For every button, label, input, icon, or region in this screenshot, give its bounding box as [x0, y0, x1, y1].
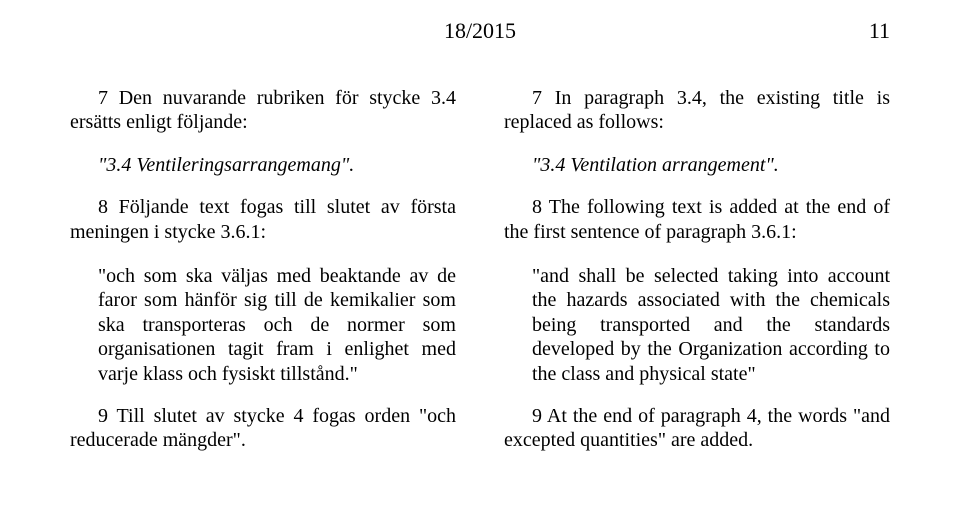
left-para-3: 8 Följande text fogas till slutet av för…: [70, 195, 456, 244]
right-para-2: "3.4 Ventilation arrangement".: [504, 153, 890, 177]
right-para-5: 9 At the end of paragraph 4, the words "…: [504, 404, 890, 453]
right-para-3: 8 The following text is added at the end…: [504, 195, 890, 244]
document-page: 18/2015 11 7 Den nuvarande rubriken för …: [0, 0, 960, 515]
left-para-4-quote: "och som ska väljas med beaktande av de …: [98, 264, 456, 386]
two-column-layout: 7 Den nuvarande rubriken för stycke 3.4 …: [70, 86, 890, 471]
right-para-1: 7 In paragraph 3.4, the existing title i…: [504, 86, 890, 135]
right-column: 7 In paragraph 3.4, the existing title i…: [504, 86, 890, 471]
right-para-4-quote: "and shall be selected taking into accou…: [532, 264, 890, 386]
left-para-2: "3.4 Ventileringsarrangemang".: [70, 153, 456, 177]
issue-number: 18/2015: [70, 18, 890, 44]
left-column: 7 Den nuvarande rubriken för stycke 3.4 …: [70, 86, 456, 471]
left-para-1: 7 Den nuvarande rubriken för stycke 3.4 …: [70, 86, 456, 135]
page-number: 11: [869, 18, 890, 44]
page-header: 18/2015 11: [70, 18, 890, 58]
left-para-5: 9 Till slutet av stycke 4 fogas orden "o…: [70, 404, 456, 453]
